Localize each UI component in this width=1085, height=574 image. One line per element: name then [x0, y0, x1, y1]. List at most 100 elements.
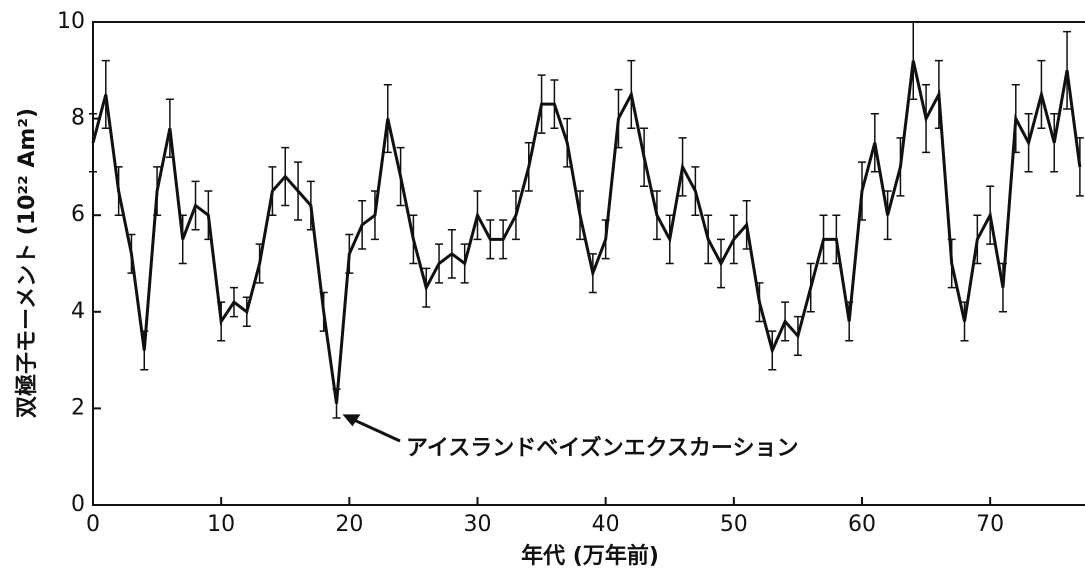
y-tick-label: 0 [71, 492, 85, 517]
error-bar [178, 214, 187, 265]
error-bar [435, 243, 444, 284]
error-bar [306, 180, 315, 231]
error-bar [870, 113, 879, 173]
error-bar [973, 214, 982, 265]
error-bar [332, 388, 341, 419]
error-bar [998, 262, 1007, 313]
data-line [91, 60, 1082, 404]
x-tick-label: 0 [86, 512, 100, 537]
error-bar [229, 286, 238, 318]
error-bar [793, 315, 802, 357]
error-bar [345, 233, 354, 274]
error-bar [524, 142, 533, 192]
error-bar [255, 243, 264, 284]
error-bar [294, 161, 303, 221]
y-tick-label: 10 [57, 9, 85, 34]
error-bar [191, 180, 200, 231]
error-bar [806, 262, 815, 313]
error-bar [319, 291, 328, 332]
x-tick-label: 60 [848, 512, 876, 537]
error-bar [537, 74, 546, 134]
error-bar [883, 190, 892, 241]
y-tick-label: 8 [71, 106, 85, 131]
error-bar [396, 146, 405, 207]
error-bar [960, 301, 969, 342]
error-bar [268, 166, 277, 216]
error-bar [89, 113, 97, 173]
error-bar [1037, 59, 1046, 130]
error-bar [217, 301, 226, 342]
error-bar [447, 228, 456, 279]
error-bar [729, 214, 738, 265]
error-bar [1011, 84, 1020, 154]
error-bar [422, 267, 431, 308]
plot-frame [92, 21, 1085, 506]
error-bar [691, 166, 700, 216]
error-bar [1063, 30, 1072, 110]
error-bar [665, 214, 674, 265]
error-bar [845, 301, 854, 342]
error-bar [627, 59, 636, 130]
error-bar [114, 166, 123, 216]
error-bar [499, 219, 508, 260]
error-bar [704, 214, 713, 265]
x-tick-label: 70 [976, 512, 1004, 537]
error-bar [896, 137, 905, 197]
error-bar [717, 238, 726, 289]
x-tick-label: 20 [335, 512, 363, 537]
error-bar [857, 161, 866, 221]
error-bar [383, 84, 392, 154]
error-bar [101, 59, 110, 130]
error-bar [153, 166, 162, 216]
error-bar [242, 296, 251, 328]
error-bar [832, 214, 841, 265]
error-bar [165, 98, 174, 158]
error-bar [563, 117, 572, 168]
error-bar [1050, 113, 1059, 173]
error-bar [140, 330, 149, 371]
x-tick-label: 10 [207, 512, 235, 537]
error-bar [922, 84, 931, 154]
error-bar [409, 214, 418, 265]
error-bar [511, 190, 520, 241]
error-bar [934, 59, 943, 130]
annotation: アイスランドベイズンエクスカーション [406, 435, 798, 461]
error-bar [550, 79, 559, 130]
y-tick-label: 6 [71, 202, 85, 227]
x-tick-label: 40 [592, 512, 620, 537]
y-tick-label: 4 [71, 299, 85, 324]
error-bar [358, 199, 367, 250]
error-bar [986, 185, 995, 245]
error-bar [204, 190, 213, 241]
error-bar [1024, 113, 1033, 173]
x-tick-label: 30 [463, 512, 491, 537]
error-bar [652, 190, 661, 241]
annotation-arrow [349, 417, 401, 443]
error-bar [281, 146, 290, 207]
error-bar [601, 219, 610, 260]
error-bar [460, 243, 469, 284]
error-bar [742, 199, 751, 250]
x-tick-label: 50 [720, 512, 748, 537]
error-bar [588, 253, 597, 294]
error-bar [473, 190, 482, 241]
error-bar [768, 330, 777, 371]
error-bar [127, 233, 136, 274]
y-tick-label: 2 [71, 395, 85, 420]
error-bar [614, 88, 623, 149]
y-axis-label: 双極子モーメント (10²² Am²) [14, 108, 40, 418]
error-bar [819, 214, 828, 265]
error-bar [640, 127, 649, 187]
error-bar [486, 219, 495, 260]
error-bar [781, 301, 790, 342]
x-axis-label: 年代 (万年前) [521, 543, 659, 569]
error-bar [370, 190, 379, 241]
annotation-arrowhead [342, 414, 361, 427]
error-bar [1075, 137, 1084, 197]
error-bar [576, 190, 585, 241]
error-bar [678, 137, 687, 197]
error-bar [755, 282, 764, 323]
error-bar [947, 238, 956, 289]
error-bar [909, 21, 918, 101]
